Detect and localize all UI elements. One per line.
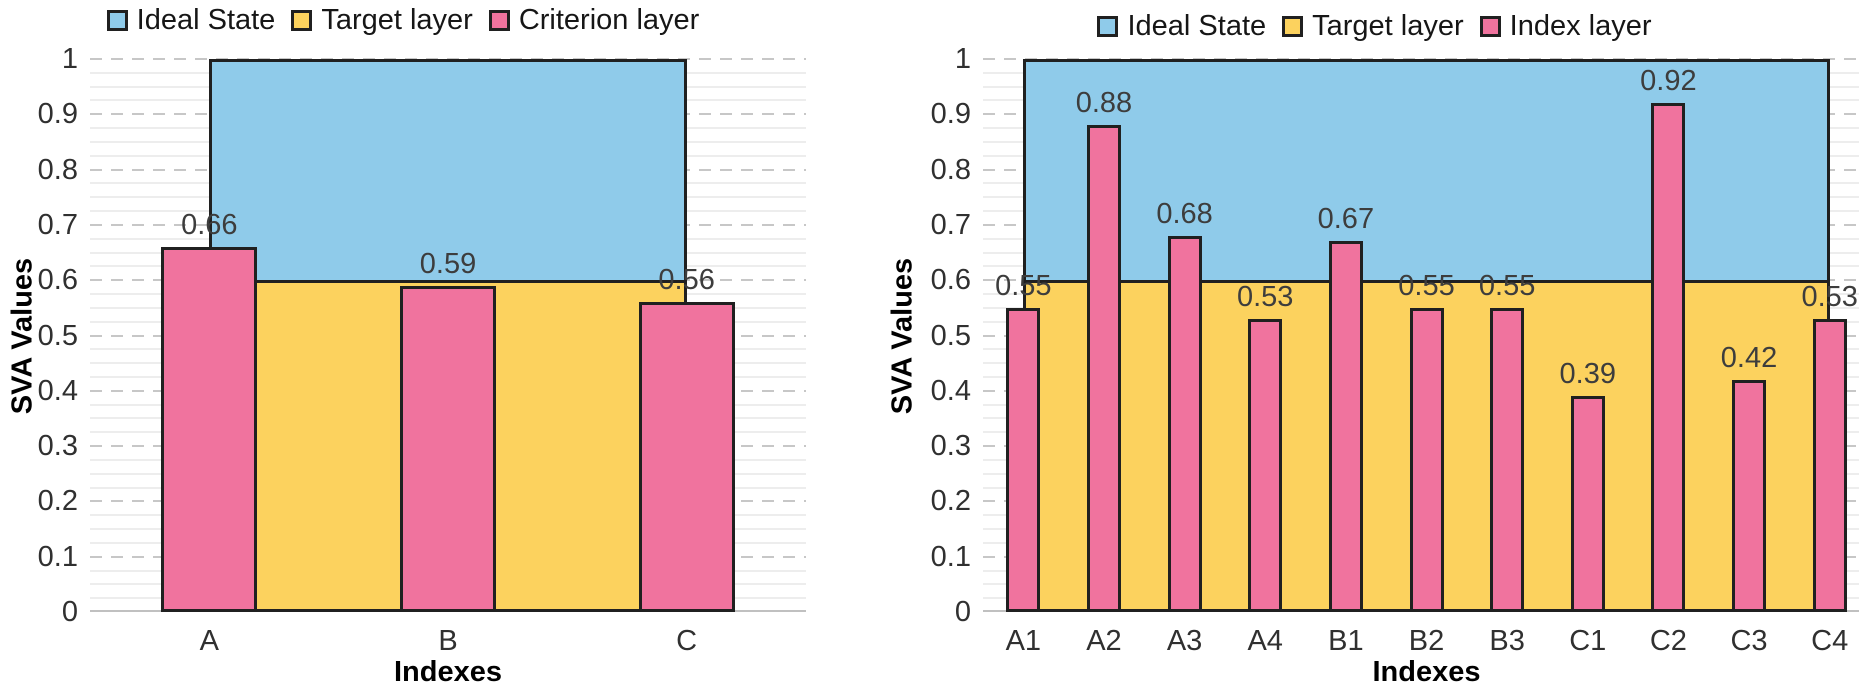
y-tick-label: 0.4 bbox=[37, 374, 78, 407]
bar-c4 bbox=[1812, 318, 1847, 612]
y-tick-label: 0.3 bbox=[930, 430, 971, 463]
bar-a4 bbox=[1248, 318, 1283, 612]
value-label: 0.59 bbox=[419, 247, 477, 280]
x-category-label: C4 bbox=[1811, 625, 1849, 657]
legend-label: Target layer bbox=[1312, 9, 1464, 42]
value-label: 0.53 bbox=[1801, 280, 1858, 313]
x-category-label: A1 bbox=[1005, 625, 1042, 657]
bar-b2 bbox=[1409, 307, 1444, 612]
y-tick-label: 0.3 bbox=[37, 430, 78, 463]
y-tick-label: 0.6 bbox=[930, 264, 971, 297]
y-tick-label: 0.8 bbox=[930, 153, 971, 186]
y-tick-label: 0.2 bbox=[930, 485, 971, 518]
x-category-label: A2 bbox=[1086, 625, 1122, 657]
x-category-label: B3 bbox=[1489, 625, 1525, 657]
y-tick-label: 0 bbox=[954, 596, 971, 628]
legend: Ideal State Target layer Criterion layer bbox=[0, 2, 806, 38]
bar-a bbox=[161, 247, 258, 612]
legend-label: Ideal State bbox=[136, 3, 276, 36]
legend-swatch-index-layer bbox=[1479, 15, 1501, 37]
x-category-label: C3 bbox=[1730, 625, 1768, 657]
y-tick-label: 0.7 bbox=[37, 208, 78, 241]
y-tick-label: 0.2 bbox=[37, 485, 78, 518]
legend-label: Target layer bbox=[321, 3, 473, 36]
x-category-label: C1 bbox=[1569, 625, 1607, 657]
x-category-label: B2 bbox=[1408, 625, 1445, 657]
bar-b3 bbox=[1490, 307, 1525, 612]
y-tick-label: 1 bbox=[61, 43, 78, 75]
legend-swatch-target-layer bbox=[291, 9, 313, 31]
value-label: 0.66 bbox=[181, 209, 238, 242]
x-category-label: C2 bbox=[1649, 625, 1687, 657]
legend-swatch-ideal-state bbox=[106, 9, 128, 31]
legend-item: Target layer bbox=[1282, 10, 1464, 43]
value-label: 0.56 bbox=[658, 264, 715, 297]
bar-b bbox=[400, 285, 496, 612]
value-label: 0.55 bbox=[1478, 269, 1536, 302]
value-label: 0.92 bbox=[1640, 65, 1697, 98]
value-label: 0.39 bbox=[1559, 358, 1616, 391]
bar-a3 bbox=[1167, 235, 1202, 612]
bar-c2 bbox=[1651, 103, 1686, 612]
x-category-label: B bbox=[438, 625, 458, 657]
legend-item: Ideal State bbox=[106, 3, 276, 37]
bar-c bbox=[638, 302, 735, 612]
bar-a1 bbox=[1006, 307, 1041, 612]
y-tick-label: 0.1 bbox=[930, 540, 971, 573]
bar-b1 bbox=[1328, 241, 1363, 612]
x-axis-title: Indexes bbox=[1372, 656, 1481, 688]
y-tick-label: 0.4 bbox=[930, 374, 971, 407]
band-ideal-state bbox=[1023, 59, 1830, 281]
legend-item: Criterion layer bbox=[488, 3, 700, 37]
legend-swatch-criterion-layer bbox=[488, 9, 510, 31]
legend-item: Target layer bbox=[291, 4, 473, 37]
y-tick-label: 0.9 bbox=[930, 98, 971, 131]
legend-label: Ideal State bbox=[1127, 9, 1267, 42]
y-tick-label: 0.6 bbox=[37, 264, 78, 297]
plot-area: 0.55 0.88 0.68 0.53 0.67 0.55 0.55 0.39 0.92 0.42… bbox=[983, 58, 1859, 612]
legend-label: Criterion layer bbox=[518, 3, 700, 36]
legend-swatch-target-layer bbox=[1282, 15, 1304, 37]
y-tick-label: 1 bbox=[954, 43, 971, 75]
bar-c3 bbox=[1732, 379, 1767, 612]
x-axis-title: Indexes bbox=[394, 656, 502, 688]
y-tick-label: 0.9 bbox=[37, 98, 78, 131]
legend: Ideal State Target layer Index layer bbox=[890, 8, 1859, 44]
bar-c1 bbox=[1570, 396, 1605, 612]
band-ideal-state bbox=[209, 59, 687, 281]
x-category-label: B1 bbox=[1328, 625, 1364, 657]
value-label: 0.42 bbox=[1720, 341, 1778, 374]
y-tick-label: 0 bbox=[61, 596, 78, 628]
value-label: 0.55 bbox=[995, 269, 1052, 302]
y-tick-label: 0.7 bbox=[930, 208, 971, 241]
x-category-label: C bbox=[676, 625, 698, 657]
legend-swatch-ideal-state bbox=[1097, 15, 1119, 37]
value-label: 0.55 bbox=[1398, 269, 1455, 302]
y-tick-label: 0.1 bbox=[37, 540, 78, 573]
x-category-label: A3 bbox=[1166, 625, 1203, 657]
bar-a2 bbox=[1086, 125, 1121, 612]
x-category-label: A4 bbox=[1247, 625, 1283, 657]
y-tick-label: 0.5 bbox=[930, 319, 971, 352]
legend-item: Ideal State bbox=[1097, 10, 1266, 43]
y-tick-label: 0.5 bbox=[37, 319, 78, 352]
value-label: 0.88 bbox=[1075, 87, 1133, 120]
value-label: 0.53 bbox=[1236, 280, 1294, 313]
plot-area: 0.66 0.59 0.56 bbox=[90, 58, 806, 612]
value-label: 0.67 bbox=[1317, 203, 1375, 236]
x-category-label: A bbox=[199, 625, 219, 657]
legend-item: Index layer bbox=[1479, 9, 1652, 43]
legend-label: Index layer bbox=[1509, 9, 1652, 42]
value-label: 0.68 bbox=[1156, 197, 1213, 230]
y-tick-label: 0.8 bbox=[37, 153, 78, 186]
